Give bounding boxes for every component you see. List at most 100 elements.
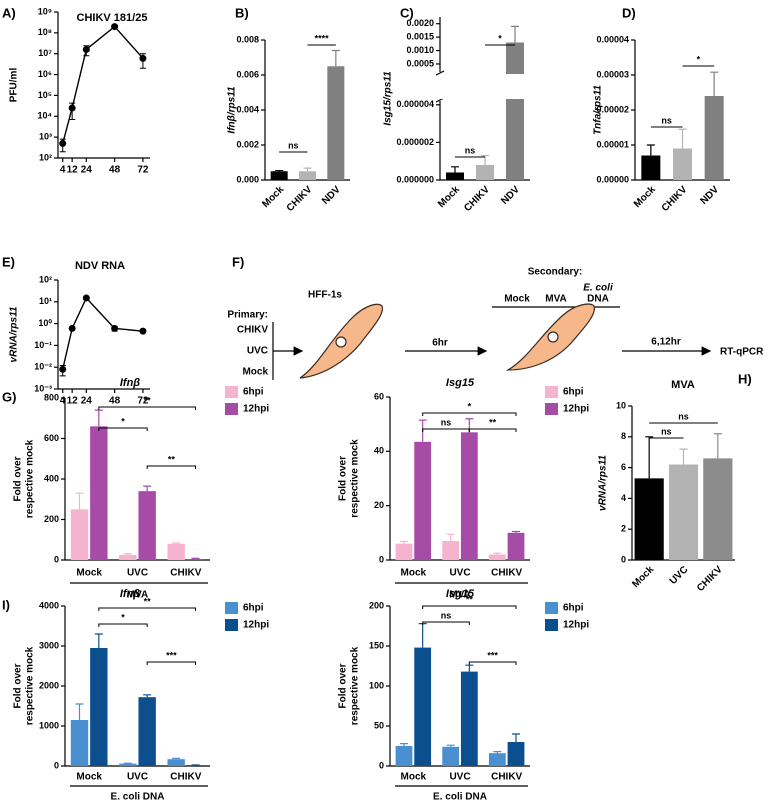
point [111, 23, 119, 31]
bar [668, 464, 699, 560]
x-tick-label: 4 [60, 165, 66, 176]
x-tick-label: CHIKV [170, 568, 201, 579]
legend-label: 12hpi [563, 620, 589, 631]
panel-label: B) [235, 5, 249, 20]
error-bar [94, 633, 103, 648]
x-tick-label: CHIKV [285, 184, 315, 214]
y-tick-label: 10⁷ [38, 48, 52, 58]
bar [414, 441, 432, 560]
y-tick-label: 100 [369, 680, 384, 690]
y-tick-label: 2000 [39, 680, 59, 690]
axis-break [435, 70, 445, 76]
significance-label: ns [661, 426, 672, 436]
significance-bracket [98, 607, 196, 611]
error-bar [710, 71, 719, 96]
bar [507, 742, 525, 766]
significance-label: ** [489, 417, 497, 427]
x-tick-label: Mock [630, 564, 656, 590]
bar [119, 554, 137, 560]
significance-label: ** [144, 395, 152, 405]
significance-bracket [422, 605, 517, 609]
x-tick-label: 48 [109, 165, 121, 176]
bar [395, 543, 413, 560]
panel-label: D) [622, 5, 636, 20]
x-axis-label: E. coli DNA [111, 792, 165, 803]
y-axis-label: Isg15/rps11 [383, 71, 394, 126]
y-tick-label: 0.0015 [406, 31, 434, 41]
error-bar [172, 542, 181, 544]
diagram-label: Mock [504, 294, 530, 305]
y-tick-label: 600 [44, 433, 59, 443]
x-tick-label: 72 [137, 165, 149, 176]
x-tick-label: Mock [76, 568, 102, 579]
x-tick-label: 24 [81, 165, 93, 176]
significance-label: * [498, 33, 502, 43]
y-tick-label: 0.0005 [406, 58, 434, 68]
x-axis-label: E. coli DNA [433, 792, 487, 803]
significance-bracket [468, 661, 517, 665]
significance-label: ns [441, 417, 452, 427]
significance-bracket [422, 621, 470, 625]
significance-bracket [146, 661, 196, 665]
significance-label: *** [487, 650, 498, 660]
y-tick-label: 0 [379, 554, 384, 564]
bar [673, 148, 692, 180]
y-tick-label: 10⁹ [38, 6, 52, 16]
y-tick-label: 3000 [39, 640, 59, 650]
bar [703, 458, 733, 560]
legend-swatch [545, 403, 558, 415]
legend-swatch [545, 386, 558, 398]
significance-label: * [468, 401, 472, 411]
x-tick-label: UVC [127, 568, 148, 579]
y-tick-label: 40 [374, 446, 384, 456]
diagram-label: HFF-1s [308, 290, 342, 301]
error-bar [75, 703, 84, 720]
line [62, 25, 144, 144]
diagram-label: CHIKV [237, 325, 268, 336]
y-axis-label: respective mock [25, 439, 36, 518]
diagram-label: DNA [587, 294, 609, 305]
y-tick-label: 0.00003 [596, 69, 629, 79]
bar [167, 543, 185, 560]
y-tick-label: 0 [621, 554, 626, 564]
error-bar [512, 530, 520, 533]
line [62, 296, 143, 370]
significance-bracket [98, 427, 148, 431]
bar [327, 66, 345, 180]
error-bar [678, 128, 687, 149]
y-tick-label: 10⁸ [38, 27, 52, 37]
error-bar [493, 751, 502, 754]
y-tick-label: 0.00000 [596, 174, 629, 184]
x-tick-label: CHIKV [462, 184, 492, 214]
x-tick-label: UVC [449, 772, 470, 783]
legend-label: 6hpi [243, 603, 264, 614]
y-tick-label: 10⁻² [34, 362, 52, 372]
bar [395, 746, 413, 766]
y-axis-label: respective mock [25, 646, 36, 725]
significance-label: ** [144, 596, 152, 606]
significance-bracket [98, 623, 148, 627]
y-tick-label: 0 [379, 760, 384, 770]
legend-swatch [225, 602, 238, 614]
error-bar [493, 552, 502, 555]
point [59, 365, 67, 373]
y-tick-label: 4000 [39, 600, 59, 610]
significance-label: ns [465, 145, 476, 155]
y-axis-label: Fold over [338, 456, 349, 501]
bar [186, 558, 205, 560]
y-tick-label: 0.000 [236, 174, 259, 184]
y-tick-label: 10 [616, 400, 626, 410]
bar [488, 753, 506, 766]
x-tick-label: 4 [60, 396, 66, 407]
x-tick-label: Mock [632, 184, 658, 210]
chart-title: Isg15 [446, 588, 475, 600]
chart-title: Ifnβ [120, 377, 140, 389]
axis-break-gap [441, 74, 531, 99]
y-axis-label: Fold over [338, 663, 349, 708]
x-tick-label: UVC [127, 772, 148, 783]
bar [167, 759, 185, 766]
y-tick-label: 10⁻¹ [34, 340, 52, 350]
y-tick-label: 0.00004 [596, 34, 629, 44]
y-tick-label: 0.0010 [406, 45, 434, 55]
